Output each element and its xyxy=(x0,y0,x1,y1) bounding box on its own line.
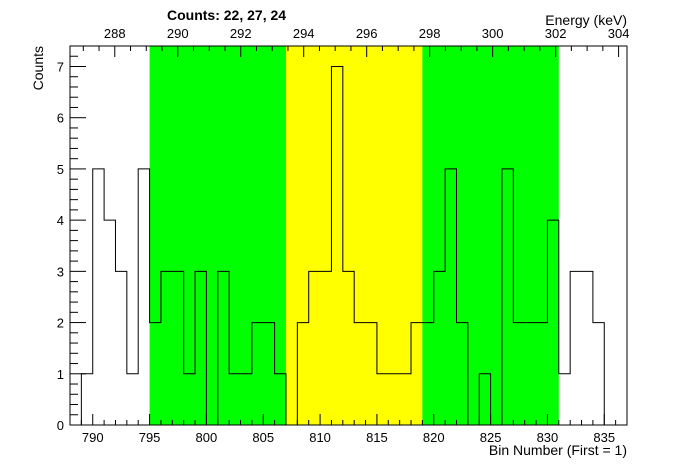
x-tick-label: 795 xyxy=(139,430,161,445)
energy-tick-label: 292 xyxy=(230,26,252,41)
y-tick-label: 2 xyxy=(57,316,64,331)
y-tick-label: 6 xyxy=(57,111,64,126)
energy-tick-label: 304 xyxy=(608,26,630,41)
y-tick-label: 5 xyxy=(57,162,64,177)
region-1 xyxy=(285,46,423,425)
tick-labels: 790 795 800 805 810 815 820 825 830 835 0 1 2 3 4 5 6 7 28… xyxy=(57,26,630,445)
energy-tick-label: 294 xyxy=(293,26,315,41)
x-tick-label: 800 xyxy=(196,430,218,445)
x-tick-label: 830 xyxy=(537,430,559,445)
energy-tick-label: 290 xyxy=(167,26,189,41)
x-tick-label: 805 xyxy=(252,430,274,445)
y-tick-label: 4 xyxy=(57,213,64,228)
x-tick-label: 835 xyxy=(593,430,615,445)
energy-tick-label: 302 xyxy=(545,26,567,41)
y-tick-label: 0 xyxy=(57,418,64,433)
energy-tick-label: 298 xyxy=(419,26,441,41)
region-2 xyxy=(422,46,559,425)
histogram-step-line xyxy=(80,65,605,426)
energy-axis-title: Energy (keV) xyxy=(545,12,627,28)
x-axis-title: Bin Number (First = 1) xyxy=(489,442,627,458)
axis-ticks xyxy=(69,45,628,426)
y-tick-label: 1 xyxy=(57,367,64,382)
y-tick-label: 3 xyxy=(57,264,64,279)
counts-summary: Counts: 22, 27, 24 xyxy=(167,7,286,23)
y-axis-title: Counts xyxy=(30,46,46,90)
highlight-regions xyxy=(149,46,559,425)
x-tick-label: 790 xyxy=(82,430,104,445)
energy-tick-label: 296 xyxy=(356,26,378,41)
x-tick-label: 825 xyxy=(480,430,502,445)
y-tick-label: 7 xyxy=(57,59,64,74)
energy-tick-label: 300 xyxy=(482,26,504,41)
energy-tick-label: 288 xyxy=(104,26,126,41)
x-tick-label: 810 xyxy=(309,430,331,445)
plot-frame xyxy=(69,45,628,426)
x-tick-label: 815 xyxy=(366,430,388,445)
x-tick-label: 820 xyxy=(423,430,445,445)
